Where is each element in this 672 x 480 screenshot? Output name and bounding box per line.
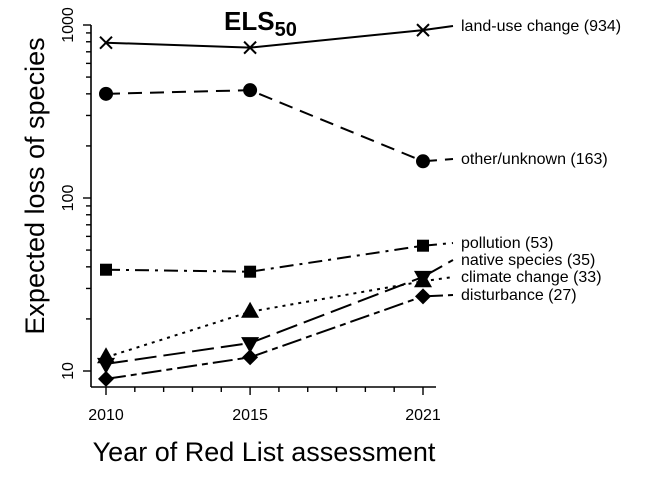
series-other-unknown	[99, 83, 430, 169]
data-point	[241, 301, 260, 318]
label-leader	[422, 294, 454, 298]
y-tick-label: 10	[60, 362, 77, 380]
x-tick-label: 2010	[88, 407, 124, 424]
chart-title-main: ELS	[224, 6, 275, 36]
series-line	[105, 275, 424, 365]
series-label: climate change (33)	[461, 269, 602, 286]
series-line	[105, 244, 424, 273]
series-label: land-use change (934)	[461, 18, 621, 35]
data-point	[99, 36, 113, 50]
x-tick-label: 2015	[232, 407, 268, 424]
y-tick-label: 100	[60, 185, 77, 212]
series-label: pollution (53)	[461, 235, 554, 252]
series-line	[105, 280, 424, 359]
series-land-use-change	[99, 23, 430, 55]
data-point	[99, 86, 113, 101]
data-point	[98, 370, 114, 387]
series-labels: land-use change (934) other/unknown (163)…	[422, 18, 621, 304]
x-tick-label: 2021	[405, 407, 441, 424]
data-point	[242, 349, 259, 366]
y-tick-label: 1000	[60, 7, 77, 43]
series-layer	[97, 23, 432, 387]
chart-title-subscript: 50	[275, 19, 297, 41]
axes: 2010 2015 2021 10 100 1000	[60, 7, 441, 424]
x-axis-label: Year of Red List assessment	[93, 437, 436, 467]
data-point	[241, 337, 260, 354]
data-point	[243, 40, 257, 55]
label-leader	[422, 25, 454, 32]
series-label: other/unknown (163)	[461, 151, 608, 168]
label-leader	[422, 242, 454, 247]
data-point	[100, 263, 112, 276]
chart-title: ELS50	[224, 6, 297, 41]
series-disturbance	[98, 288, 431, 387]
label-leader	[422, 259, 454, 278]
label-leader	[422, 276, 454, 283]
series-line	[105, 89, 424, 163]
data-point	[243, 83, 258, 98]
data-point	[414, 271, 432, 288]
data-point	[416, 23, 430, 37]
series-pollution	[100, 239, 429, 278]
series-native-species	[97, 270, 432, 374]
series-label: disturbance (27)	[461, 287, 577, 304]
data-point	[97, 347, 115, 364]
series-climate-change	[97, 271, 432, 364]
label-leader	[422, 158, 454, 163]
y-axis-label: Expected loss of species	[20, 37, 50, 334]
data-point	[244, 265, 257, 278]
series-label: native species (35)	[461, 252, 595, 269]
